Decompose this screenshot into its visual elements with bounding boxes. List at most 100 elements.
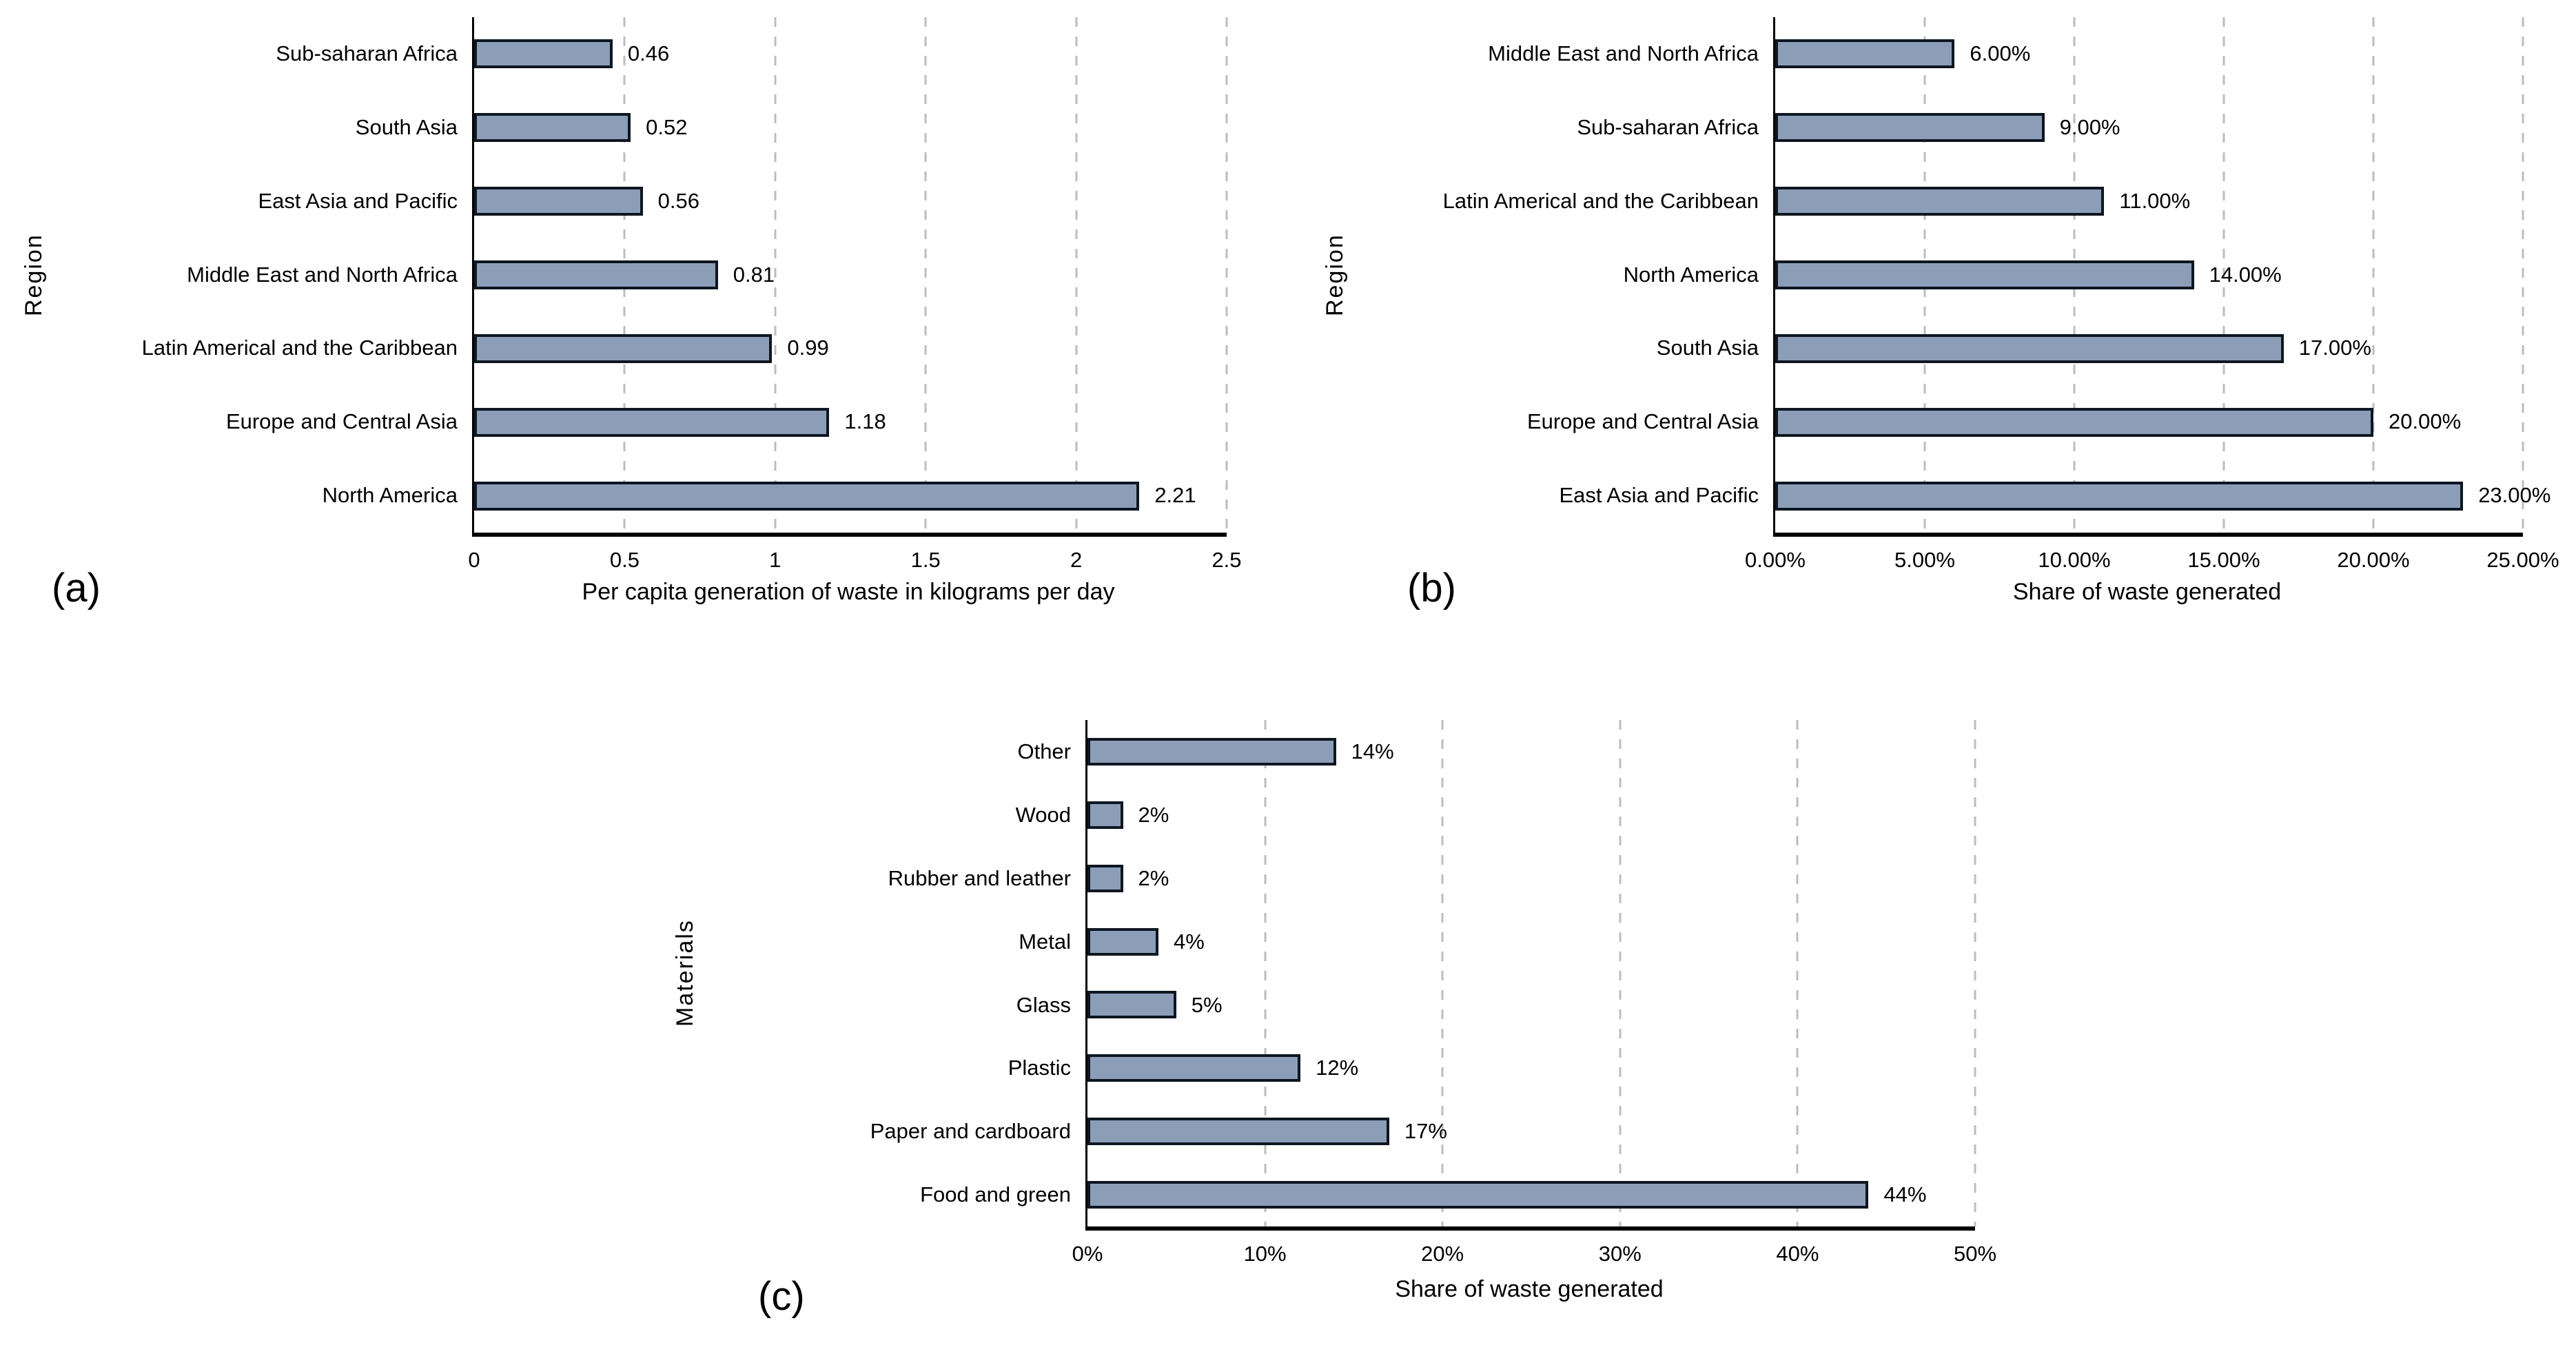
- chart-b-x-axis-label: Share of waste generated: [2012, 579, 2282, 605]
- category-label-east-asia-and-pacific: East Asia and Pacific: [1559, 483, 1759, 508]
- chart-c-y-axis-label: Materials: [672, 919, 698, 1027]
- value-label-east-asia-and-pacific: 23.00%: [2478, 483, 2551, 508]
- category-label-other: Other: [1017, 739, 1071, 763]
- bar-other: [1087, 737, 1336, 766]
- bar-food-and-green: [1087, 1181, 1869, 1209]
- category-label-europe-and-central-asia: Europe and Central Asia: [225, 409, 458, 434]
- x-tick-label-20.00: 20.00%: [2337, 548, 2410, 572]
- value-label-paper-and-cardboard: 17%: [1404, 1119, 1447, 1144]
- bar-middle-east-and-north-africa: [474, 260, 718, 289]
- value-label-north-america: 2.21: [1154, 483, 1196, 508]
- value-label-middle-east-and-north-africa: 6.00%: [1970, 41, 2031, 65]
- bar-south-asia: [474, 113, 631, 143]
- gridline: [1619, 720, 1622, 1226]
- value-label-europe-and-central-asia: 1.18: [844, 409, 886, 434]
- bar-europe-and-central-asia: [474, 407, 830, 437]
- bar-latin-americal-and-the-caribbean: [474, 333, 773, 363]
- x-tick-label-1: 1: [769, 548, 781, 572]
- category-label-wood: Wood: [1015, 802, 1071, 827]
- bar-wood: [1087, 801, 1123, 829]
- value-label-rubber-and-leather: 2%: [1138, 865, 1169, 890]
- gridline: [924, 17, 927, 533]
- value-label-latin-americal-and-the-caribbean: 0.99: [787, 336, 829, 360]
- bar-south-asia: [1775, 333, 2284, 363]
- x-tick-label-25.00: 25.00%: [2486, 548, 2559, 572]
- bar-sub-saharan-africa: [1775, 113, 2045, 143]
- bar-latin-americal-and-the-caribbean: [1775, 187, 2105, 216]
- value-label-sub-saharan-africa: 0.46: [627, 41, 670, 65]
- gridline: [2222, 17, 2225, 533]
- x-tick-label-30: 30%: [1598, 1242, 1642, 1266]
- category-label-metal: Metal: [1019, 929, 1071, 954]
- x-tick-label-50: 50%: [1953, 1242, 1997, 1266]
- bar-sub-saharan-africa: [474, 39, 613, 69]
- value-label-metal: 4%: [1174, 929, 1205, 954]
- bar-paper-and-cardboard: [1087, 1118, 1389, 1146]
- gridline: [2522, 17, 2524, 533]
- chart-b-panel-letter: (b): [1407, 566, 1456, 610]
- bar-rubber-and-leather: [1087, 864, 1123, 892]
- x-tick-label-2.5: 2.5: [1212, 548, 1242, 572]
- gridline: [1441, 720, 1444, 1226]
- x-tick-label-10: 10%: [1243, 1242, 1287, 1266]
- x-tick-label-40: 40%: [1776, 1242, 1819, 1266]
- category-label-north-america: North America: [1623, 262, 1759, 287]
- value-label-sub-saharan-africa: 9.00%: [2059, 114, 2120, 139]
- category-label-sub-saharan-africa: Sub-saharan Africa: [1577, 114, 1759, 139]
- x-tick-label-1.5: 1.5: [910, 548, 941, 572]
- chart-a-x-axis-label: Per capita generation of waste in kilogr…: [582, 579, 1115, 605]
- gridline: [774, 17, 777, 533]
- category-label-glass: Glass: [1016, 992, 1071, 1017]
- value-label-east-asia-and-pacific: 0.56: [657, 188, 699, 213]
- category-label-south-asia: South Asia: [355, 114, 458, 139]
- value-label-food-and-green: 44%: [1883, 1182, 1927, 1207]
- category-label-east-asia-and-pacific: East Asia and Pacific: [258, 188, 458, 213]
- value-label-north-america: 14.00%: [2209, 262, 2282, 287]
- bar-east-asia-and-pacific: [474, 187, 643, 216]
- value-label-europe-and-central-asia: 20.00%: [2389, 409, 2462, 434]
- value-label-south-asia: 17.00%: [2298, 336, 2371, 360]
- category-label-south-asia: South Asia: [1656, 336, 1759, 360]
- value-label-other: 14%: [1351, 739, 1394, 763]
- value-label-middle-east-and-north-africa: 0.81: [733, 262, 775, 287]
- value-label-latin-americal-and-the-caribbean: 11.00%: [2119, 188, 2191, 213]
- x-tick-label-15.00: 15.00%: [2187, 548, 2260, 572]
- gridline: [1796, 720, 1799, 1226]
- bar-middle-east-and-north-africa: [1775, 39, 1955, 69]
- chart-a-y-axis-label: Region: [21, 234, 47, 316]
- category-label-north-america: North America: [322, 483, 458, 508]
- chart-c-x-axis-label: Share of waste generated: [1395, 1276, 1664, 1302]
- value-label-plastic: 12%: [1316, 1056, 1359, 1080]
- x-tick-label-0.00: 0.00%: [1745, 548, 1806, 572]
- category-label-latin-americal-and-the-caribbean: Latin Americal and the Caribbean: [141, 336, 458, 360]
- x-tick-label-0: 0%: [1072, 1242, 1103, 1266]
- chart-a-plot-area: Sub-saharan Africa 0.46 South Asia 0.52 East…: [142, 17, 1242, 572]
- category-label-latin-americal-and-the-caribbean: Latin Americal and the Caribbean: [1442, 188, 1759, 213]
- gridline: [1264, 720, 1267, 1226]
- gridline: [1974, 720, 1976, 1226]
- category-label-middle-east-and-north-africa: Middle East and North Africa: [1488, 41, 1759, 65]
- category-label-middle-east-and-north-africa: Middle East and North Africa: [187, 262, 458, 287]
- bar-north-america: [1775, 260, 2194, 289]
- bar-north-america: [474, 481, 1140, 511]
- chart-b-plot-area: Middle East and North Africa 6.00% Sub-sah…: [1443, 17, 2559, 572]
- x-tick-label-5.00: 5.00%: [1894, 548, 1955, 572]
- category-label-sub-saharan-africa: Sub-saharan Africa: [276, 41, 458, 65]
- gridline: [1225, 17, 1228, 533]
- x-tick-label-0: 0: [468, 548, 480, 572]
- value-label-wood: 2%: [1138, 802, 1169, 827]
- bar-east-asia-and-pacific: [1775, 481, 2464, 511]
- gridline: [1075, 17, 1078, 533]
- x-tick-label-2: 2: [1070, 548, 1083, 572]
- category-label-rubber-and-leather: Rubber and leather: [888, 865, 1071, 890]
- x-tick-label-0.5: 0.5: [609, 548, 640, 572]
- bar-europe-and-central-asia: [1775, 407, 2373, 437]
- bar-plastic: [1087, 1054, 1301, 1082]
- value-label-south-asia: 0.52: [646, 114, 688, 139]
- bar-glass: [1087, 991, 1176, 1019]
- category-label-food-and-green: Food and green: [920, 1182, 1071, 1207]
- x-tick-label-10.00: 10.00%: [2038, 548, 2111, 572]
- x-tick-label-20: 20%: [1421, 1242, 1464, 1266]
- category-label-paper-and-cardboard: Paper and cardboard: [870, 1119, 1071, 1144]
